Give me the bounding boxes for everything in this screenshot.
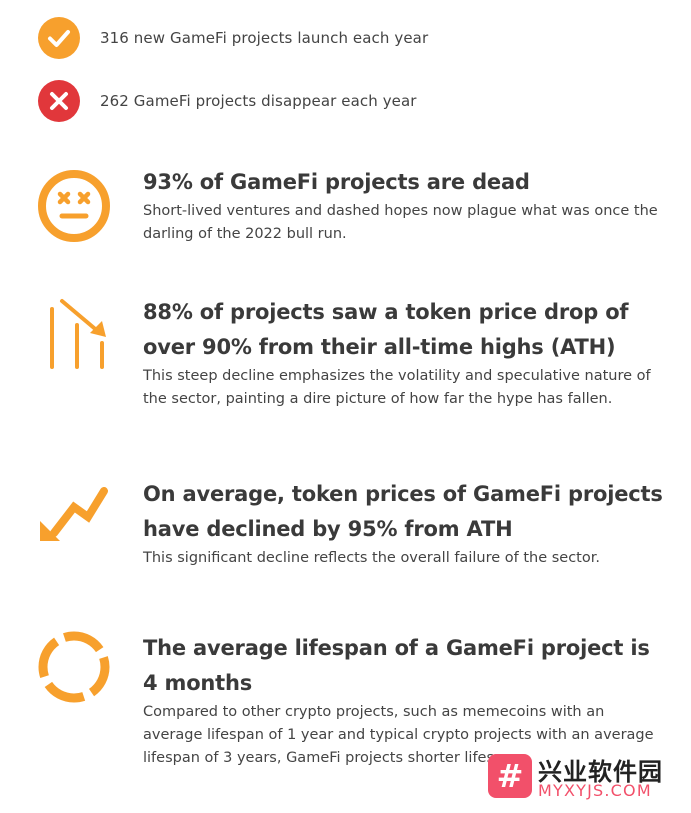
feature-description: This significant decline reflects the ov… [143, 550, 600, 566]
watermark-glyph: # [496, 757, 524, 795]
dead-face-icon [38, 170, 110, 242]
feature-description: This steep decline emphasizes the volati… [143, 368, 651, 407]
feature-icon [36, 487, 110, 549]
feature-icon [36, 629, 112, 709]
feature-icon [36, 168, 112, 248]
watermark: # 兴业软件园 MYXYJS.COM [488, 752, 684, 802]
feature-content: 88% of projects saw a token price drop o… [143, 295, 663, 411]
downtrend-arrow-icon [40, 487, 108, 541]
feature-title: 88% of projects saw a token price drop o… [143, 300, 629, 359]
broken-ring-icon [38, 631, 110, 703]
feature-title: On average, token prices of GameFi proje… [143, 482, 663, 541]
declining-bars-icon [50, 299, 106, 369]
feature-content: On average, token prices of GameFi proje… [143, 477, 663, 570]
feature-icon [36, 297, 112, 373]
watermark-title: 兴业软件园 [538, 758, 663, 786]
feature-content: The average lifespan of a GameFi project… [143, 631, 663, 770]
feature-description: Short-lived ventures and dashed hopes no… [143, 203, 658, 242]
x-icon [38, 80, 80, 122]
check-icon [38, 17, 80, 59]
watermark-subtitle: MYXYJS.COM [538, 781, 652, 800]
feature-title: 93% of GameFi projects are dead [143, 170, 530, 194]
stat-row-launch: 316 new GameFi projects launch each year [38, 17, 428, 59]
feature-content: 93% of GameFi projects are dead Short-li… [143, 165, 663, 246]
stat-row-disappear: 262 GameFi projects disappear each year [38, 80, 417, 122]
feature-title: The average lifespan of a GameFi project… [143, 636, 650, 695]
stat-text: 316 new GameFi projects launch each year [100, 29, 429, 47]
feature-description: Compared to other crypto projects, such … [143, 704, 654, 766]
watermark-logo: # [488, 754, 532, 798]
stat-text: 262 GameFi projects disappear each year [100, 92, 417, 110]
